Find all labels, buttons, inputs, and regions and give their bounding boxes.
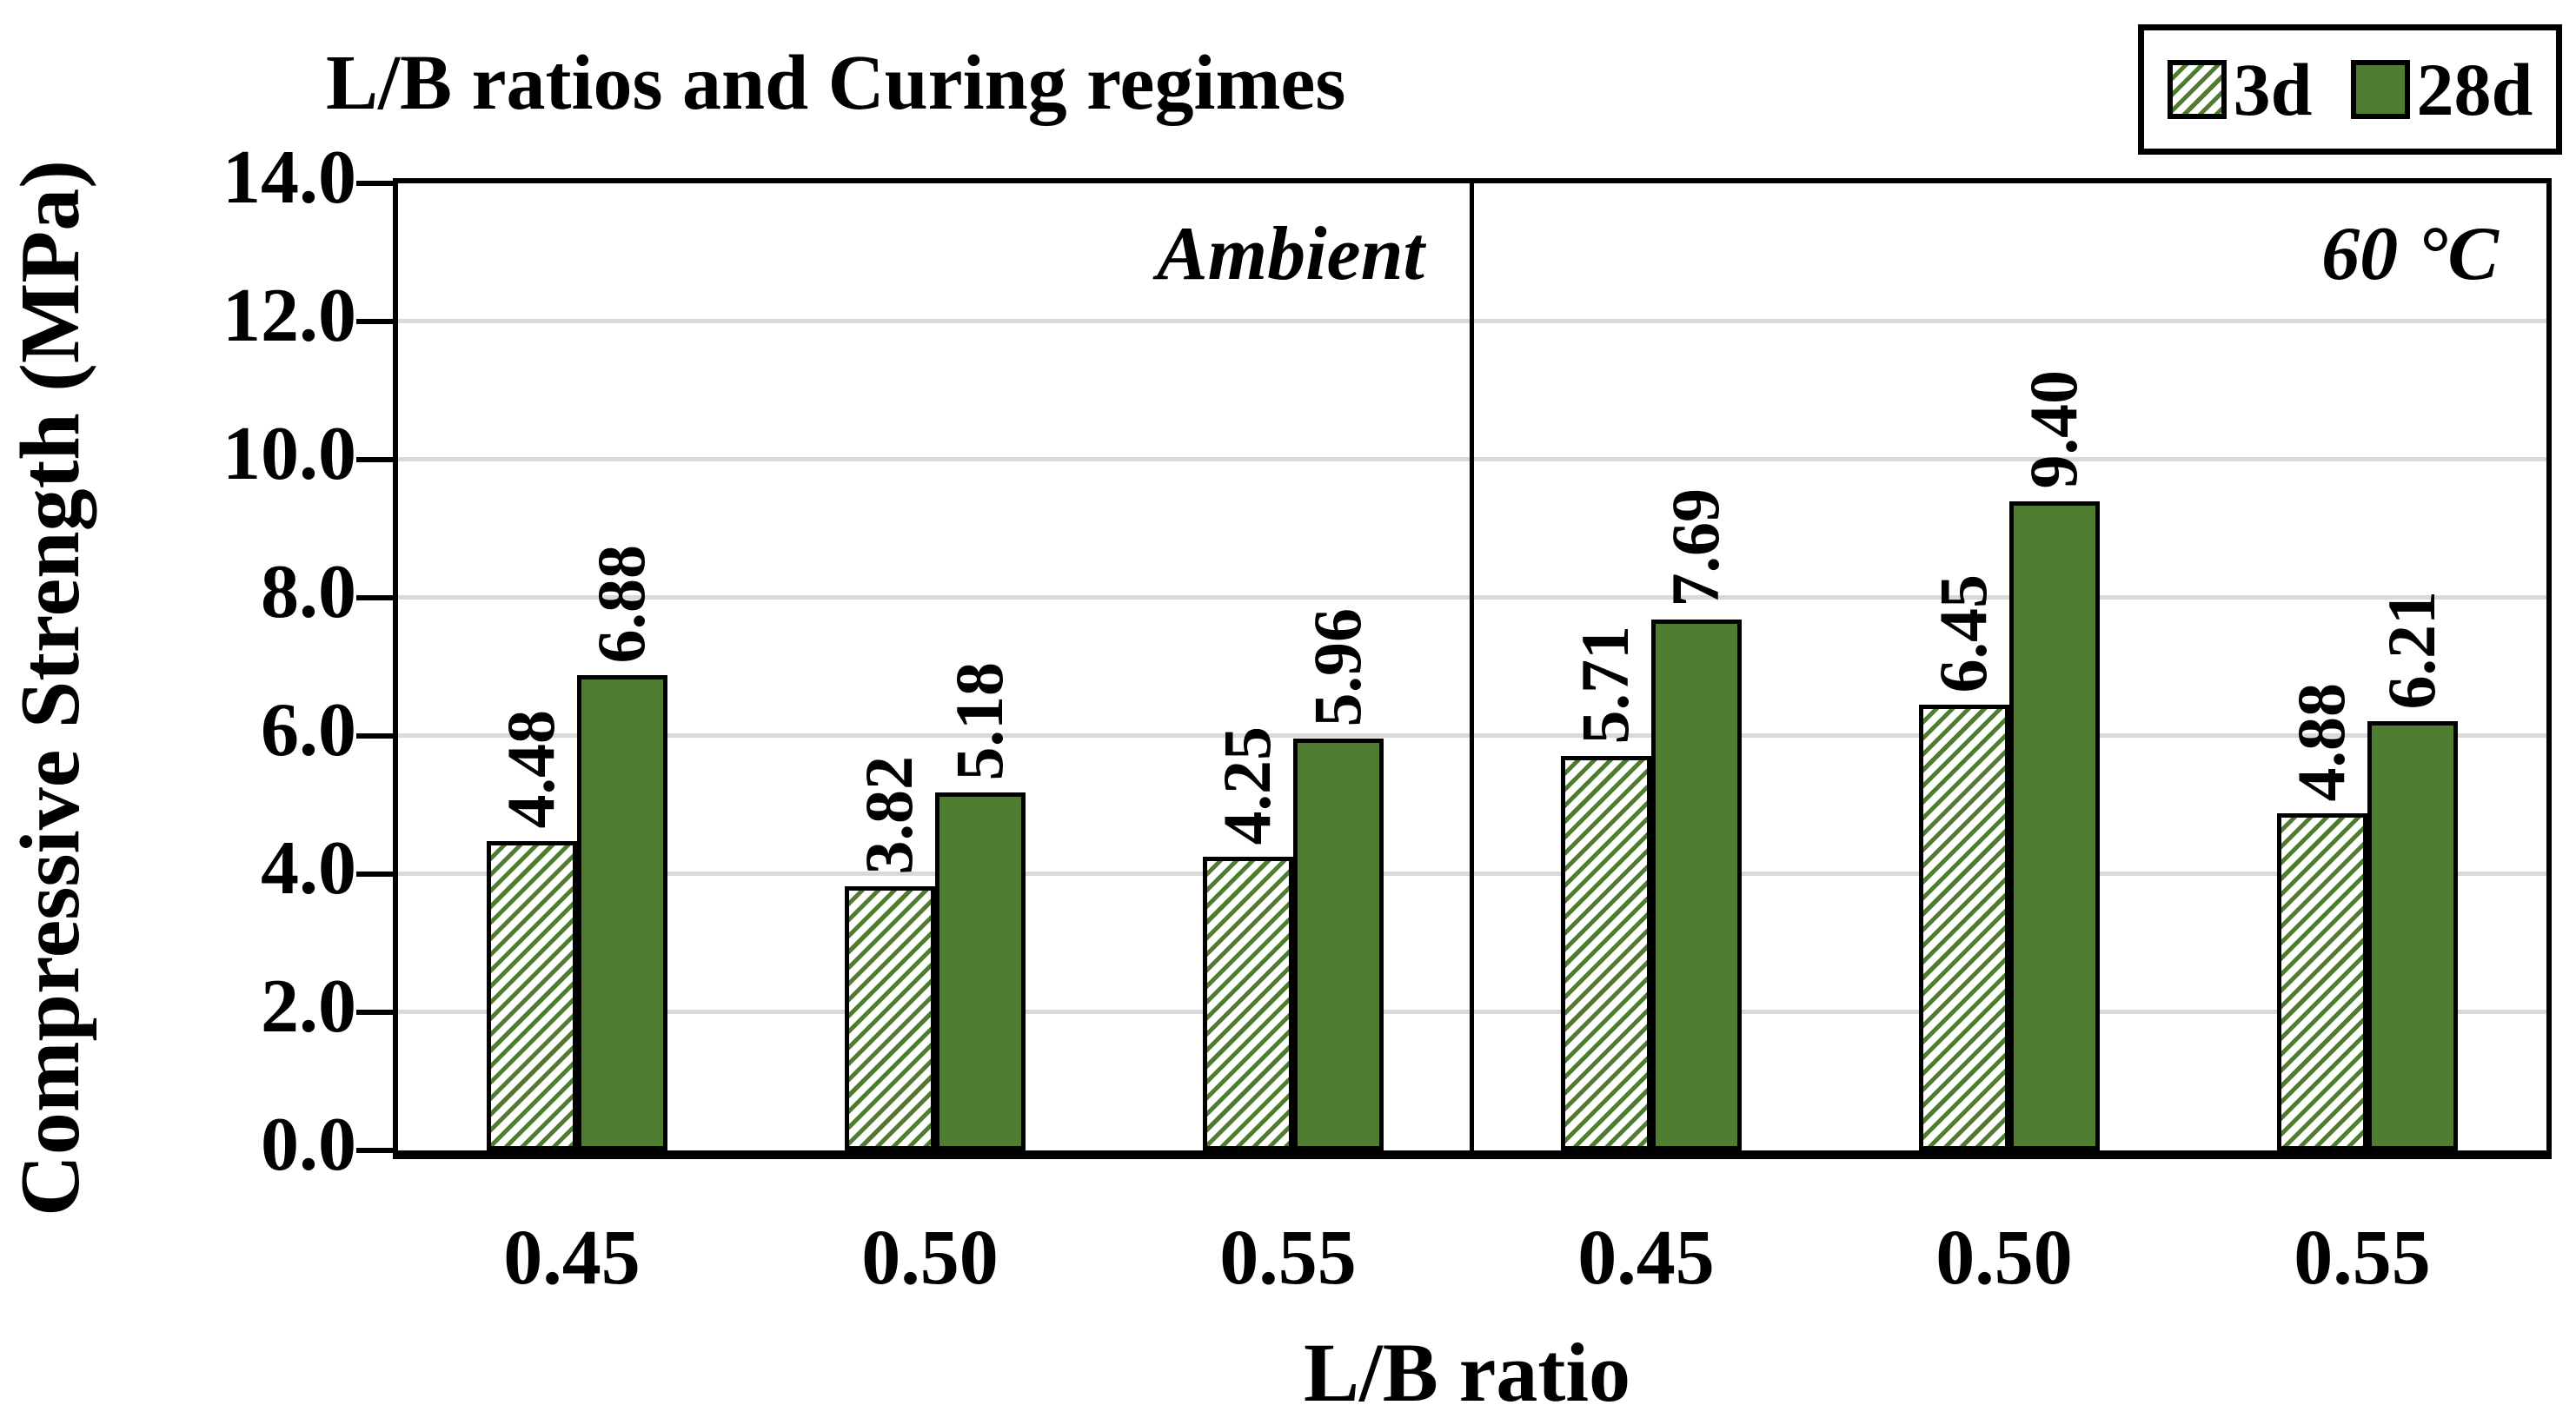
bar-value-3d-60 °C-0.45: 5.71 [1567, 625, 1643, 745]
y-tick-label-10: 10.0 [222, 412, 356, 496]
bar-value-3d-60 °C-0.55: 4.88 [2283, 682, 2359, 802]
section-label-1: 60 °C [2321, 212, 2499, 296]
category-label-0-0.55: 0.55 [1219, 1215, 1357, 1301]
bar-28d-Ambient-0.45 [577, 675, 667, 1150]
bar-28d-60 °C-0.55 [2367, 721, 2458, 1150]
bar-value-28d-60 °C-0.45: 7.69 [1657, 488, 1733, 607]
bar-3d-Ambient-0.50 [845, 886, 935, 1150]
y-tick-12 [356, 319, 393, 324]
bar-3d-60 °C-0.55 [2277, 813, 2367, 1150]
bar-28d-Ambient-0.55 [1293, 739, 1384, 1150]
bar-value-3d-60 °C-0.50: 6.45 [1925, 573, 2001, 693]
bar-value-28d-60 °C-0.55: 6.21 [2374, 590, 2449, 710]
bar-28d-60 °C-0.45 [1651, 619, 1742, 1150]
legend-label-28d: 28d [2416, 48, 2533, 131]
category-label-0-0.45: 0.45 [503, 1215, 641, 1301]
bar-value-28d-60 °C-0.50: 9.40 [2015, 370, 2091, 489]
legend-label-3d: 3d [2233, 48, 2313, 131]
section-divider [1470, 183, 1474, 1150]
y-tick-label-6: 6.0 [261, 688, 356, 772]
category-label-1-0.55: 0.55 [2294, 1215, 2431, 1301]
y-axis-title: Compressive Strength (MPa) [3, 160, 97, 1216]
legend-swatch-solid-icon [2350, 60, 2410, 119]
bar-3d-Ambient-0.45 [487, 840, 577, 1150]
y-tick-label-8: 8.0 [261, 550, 356, 634]
bar-28d-Ambient-0.50 [935, 792, 1026, 1150]
y-tick-label-2: 2.0 [261, 964, 356, 1049]
category-label-0-0.50: 0.50 [861, 1215, 999, 1301]
bar-value-28d-Ambient-0.50: 5.18 [941, 661, 1017, 781]
legend-item-28d: 28d [2350, 48, 2533, 131]
bar-28d-60 °C-0.50 [2009, 500, 2100, 1150]
bar-value-3d-Ambient-0.45: 4.48 [493, 710, 568, 829]
legend-swatch-hatched-icon [2167, 60, 2227, 119]
y-tick-14 [356, 181, 393, 186]
category-label-1-0.50: 0.50 [1935, 1215, 2073, 1301]
y-tick-2 [356, 1010, 393, 1015]
plot-area: Ambient 4.48 6.88 3.82 5.18 4.25 5.96 60 °C 5.71… [356, 178, 2552, 1159]
section-label-0: Ambient [1156, 212, 1424, 296]
y-tick-0 [356, 1148, 393, 1153]
bar-value-28d-Ambient-0.45: 6.88 [583, 544, 659, 664]
y-tick-6 [356, 733, 393, 739]
y-tick-label-4: 4.0 [261, 826, 356, 911]
y-tick-4 [356, 872, 393, 877]
bar-value-3d-Ambient-0.55: 4.25 [1209, 726, 1285, 845]
bar-3d-60 °C-0.50 [1919, 705, 2009, 1150]
y-tick-8 [356, 595, 393, 600]
bar-value-28d-Ambient-0.55: 5.96 [1299, 607, 1375, 727]
legend-item-3d: 3d [2167, 48, 2313, 131]
bar-3d-60 °C-0.45 [1561, 756, 1651, 1150]
y-tick-label-12: 12.0 [222, 274, 356, 358]
y-tick-10 [356, 457, 393, 462]
bar-value-3d-Ambient-0.50: 3.82 [851, 755, 926, 875]
category-label-1-0.45: 0.45 [1577, 1215, 1715, 1301]
bar-3d-Ambient-0.55 [1203, 857, 1293, 1150]
chart-title: L/B ratios and Curing regimes [326, 40, 1346, 126]
y-tick-label-0: 0.0 [261, 1103, 356, 1187]
legend-box: 3d 28d [2138, 24, 2562, 155]
x-axis-title: L/B ratio [1304, 1326, 1630, 1419]
y-tick-label-14: 14.0 [222, 136, 356, 220]
